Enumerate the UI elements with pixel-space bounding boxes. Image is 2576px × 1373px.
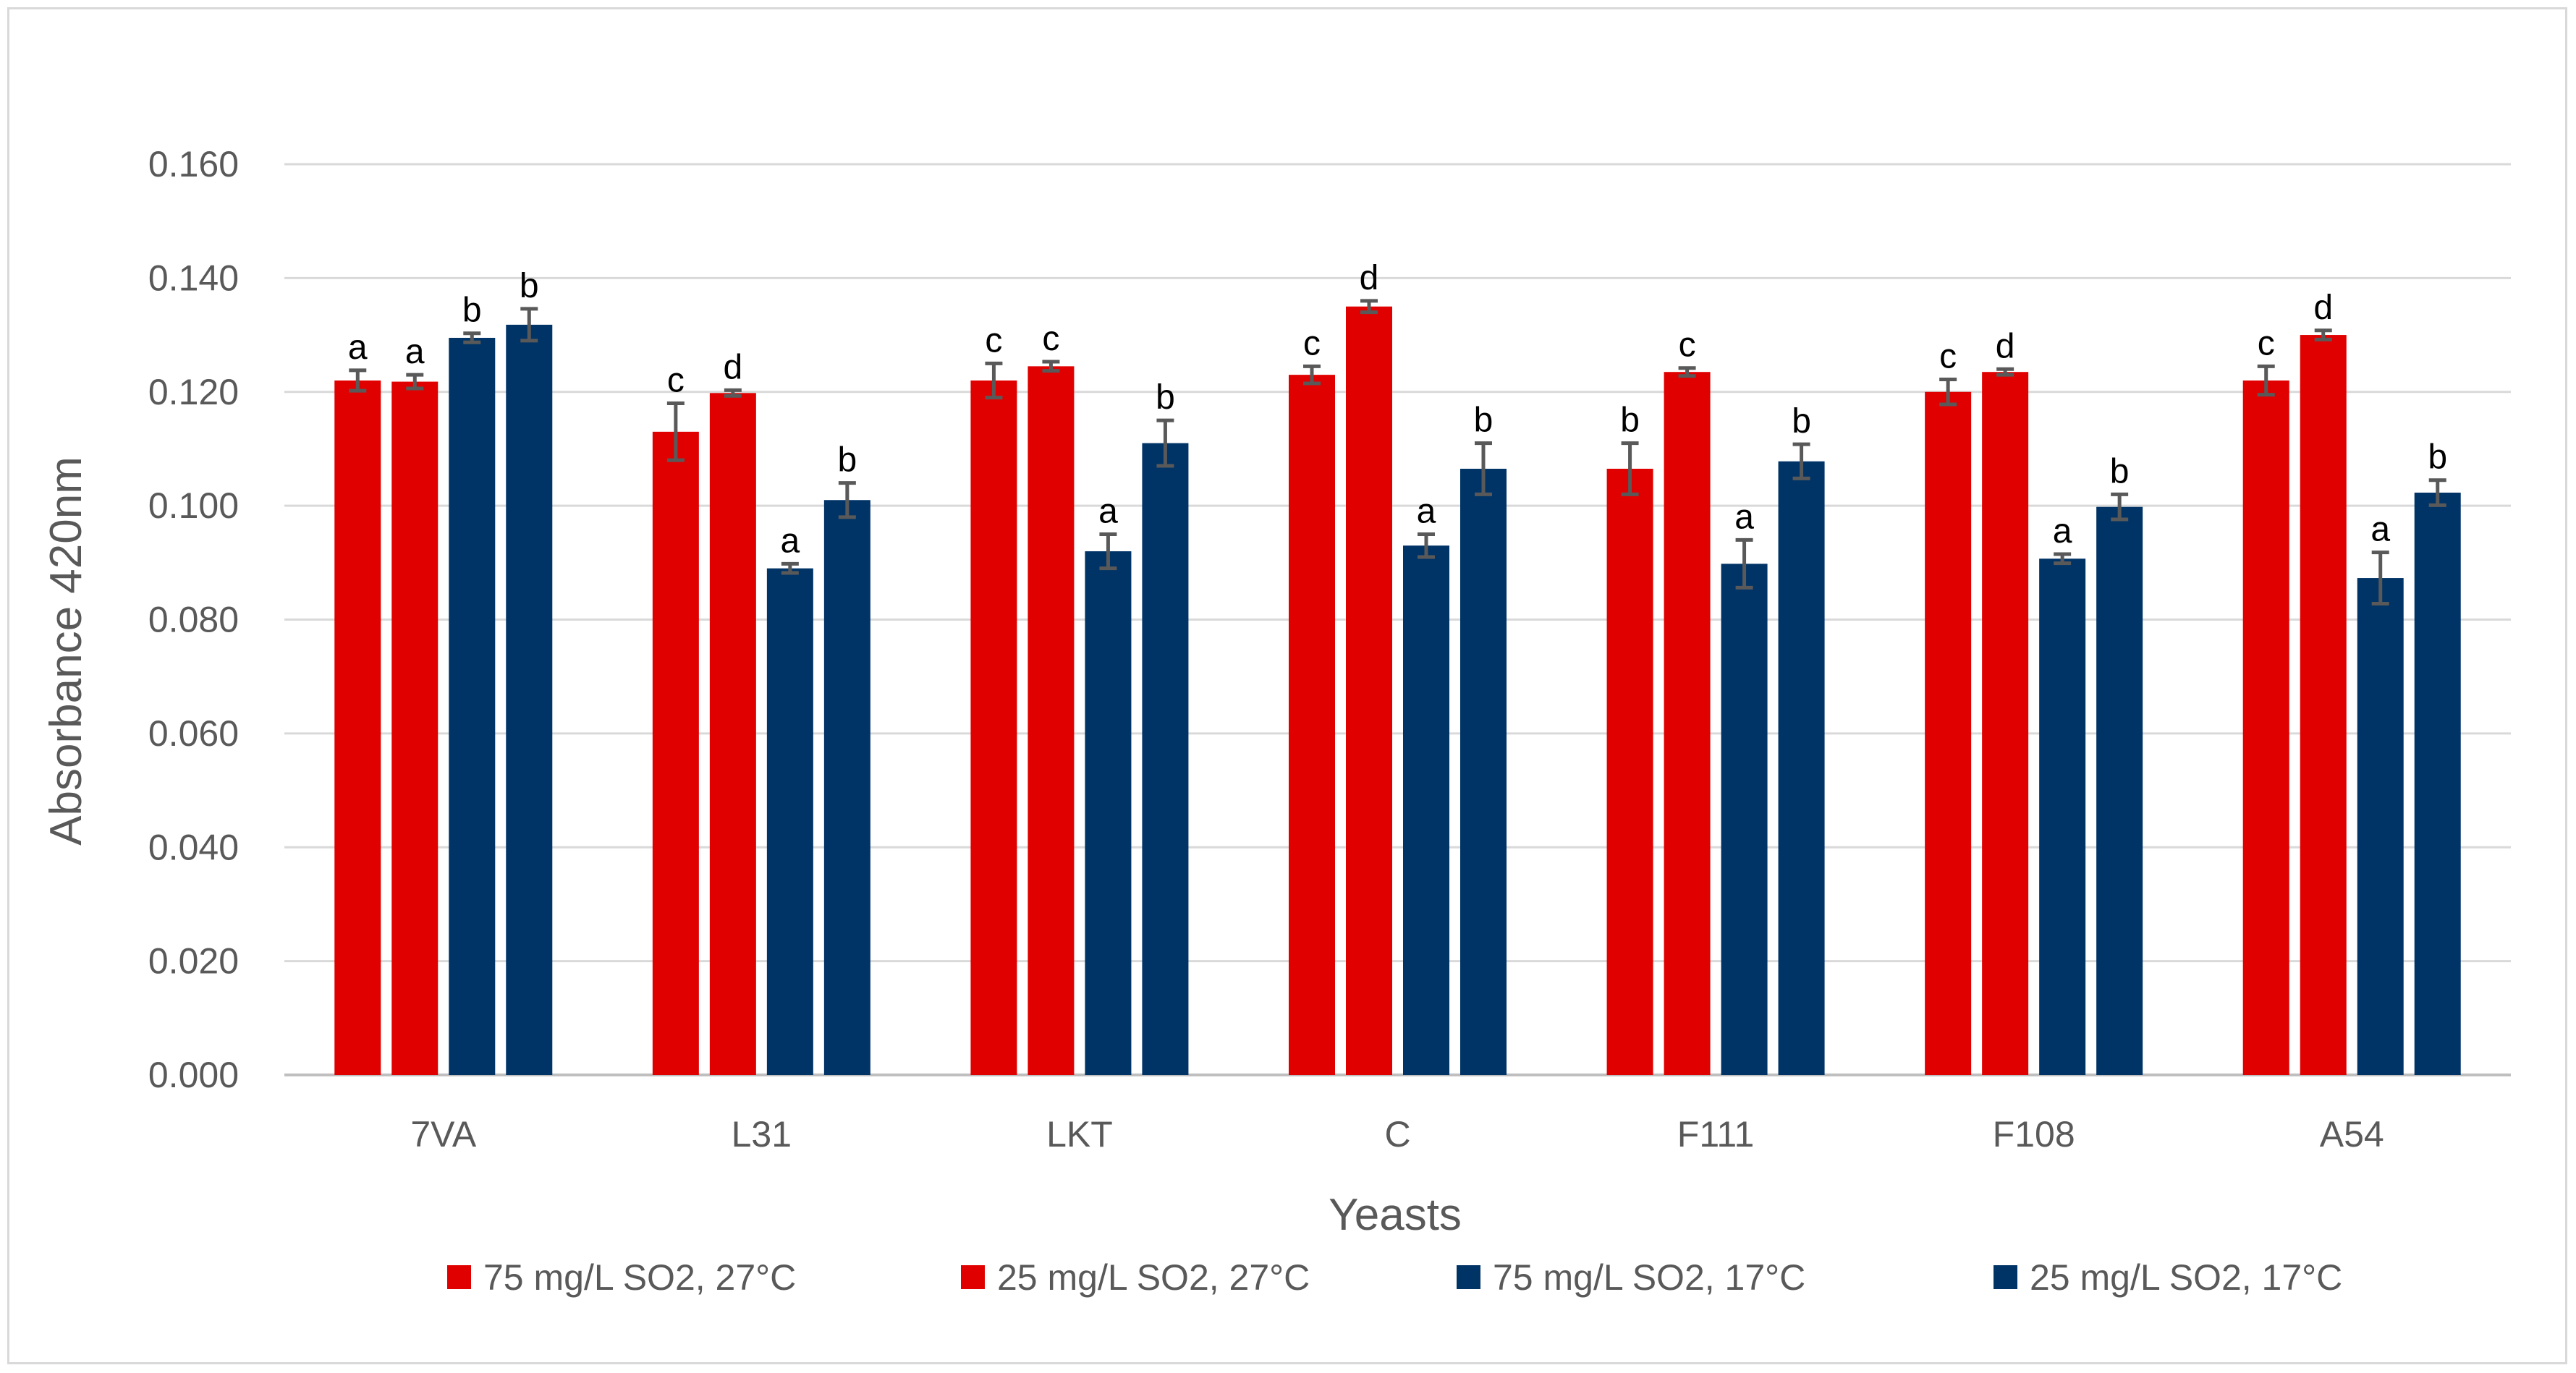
legend-swatch — [961, 1265, 985, 1289]
significance-label-A54-series-1: c — [2258, 324, 2275, 362]
bar-7VA-series-4 — [506, 324, 553, 1076]
bar-LKT-series-4 — [1142, 443, 1189, 1075]
legend-label: 25 mg/L SO2, 27°C — [997, 1257, 1310, 1298]
bar-L31-series-2 — [709, 393, 756, 1075]
significance-label-A54-series-2: d — [2313, 289, 2333, 327]
y-tick-label: 0.100 — [148, 485, 239, 526]
y-tick-label: 0.000 — [148, 1055, 239, 1095]
bar-7VA-series-3 — [449, 337, 496, 1075]
significance-label-F108-series-2: d — [1996, 327, 2015, 365]
significance-label-7VA-series-3: b — [462, 292, 482, 330]
y-axis-title: Absorbance 420nm — [41, 456, 91, 846]
bar-F108-series-3 — [2039, 558, 2086, 1075]
significance-label-C-series-4: b — [1474, 401, 1494, 440]
significance-label-7VA-series-2: a — [405, 333, 425, 371]
bar-F111-series-3 — [1721, 564, 1768, 1075]
y-tick-label: 0.120 — [148, 372, 239, 412]
y-tick-labels: 0.000 0.020 0.040 0.060 0.080 0.100 0.120 0.140… — [148, 144, 239, 1095]
y-tick-label: 0.140 — [148, 258, 239, 298]
bar-C-series-2 — [1346, 306, 1392, 1075]
significance-label-A54-series-3: a — [2370, 511, 2390, 549]
bar-F111-series-4 — [1778, 461, 1825, 1075]
bar-F108-series-4 — [2096, 506, 2143, 1075]
error-bars — [349, 299, 2446, 605]
x-tick-label-F108: F108 — [1993, 1114, 2075, 1155]
gridlines — [284, 163, 2511, 1076]
legend-item-3: 75 mg/L SO2, 17°C — [1457, 1257, 1805, 1298]
bar-A54-series-1 — [2242, 381, 2289, 1075]
legend-label: 75 mg/L SO2, 27°C — [483, 1257, 796, 1298]
significance-label-L31-series-4: b — [838, 441, 857, 480]
significance-label-F111-series-1: b — [1620, 401, 1640, 440]
bar-F111-series-2 — [1664, 372, 1711, 1075]
significance-label-F111-series-3: a — [1734, 498, 1754, 536]
bar-F108-series-1 — [1925, 391, 1972, 1075]
x-tick-label-L31: L31 — [732, 1114, 792, 1155]
significance-label-7VA-series-4: b — [520, 267, 539, 305]
legend-label: 25 mg/L SO2, 17°C — [2030, 1257, 2342, 1298]
x-tick-label-LKT: LKT — [1046, 1114, 1113, 1155]
bar-C-series-1 — [1289, 375, 1335, 1075]
x-tick-label-7VA: 7VA — [410, 1114, 476, 1155]
significance-label-LKT-series-1: c — [985, 321, 1002, 360]
significance-label-7VA-series-1: a — [348, 328, 368, 367]
bar-LKT-series-2 — [1028, 366, 1075, 1075]
y-tick-label: 0.080 — [148, 600, 239, 640]
bar-LKT-series-1 — [970, 381, 1017, 1075]
bar-7VA-series-1 — [334, 381, 381, 1075]
bar-A54-series-4 — [2414, 493, 2461, 1075]
significance-label-C-series-2: d — [1360, 259, 1379, 297]
x-axis-title: Yeasts — [1329, 1190, 1462, 1240]
legend-swatch — [447, 1265, 471, 1289]
significance-label-C-series-1: c — [1303, 324, 1321, 362]
significance-label-L31-series-3: a — [781, 522, 800, 560]
significance-label-F108-series-4: b — [2110, 452, 2130, 490]
significance-label-A54-series-4: b — [2428, 438, 2447, 477]
y-tick-label: 0.160 — [148, 144, 239, 184]
y-tick-label: 0.020 — [148, 941, 239, 982]
bars — [334, 306, 2461, 1076]
bar-C-series-3 — [1403, 545, 1449, 1075]
chart-frame — [7, 7, 2567, 1364]
legend-item-2: 25 mg/L SO2, 27°C — [961, 1257, 1310, 1298]
significance-label-LKT-series-4: b — [1156, 378, 1175, 417]
bar-F108-series-2 — [1982, 372, 2029, 1075]
x-tick-label-A54: A54 — [2320, 1114, 2384, 1155]
significance-label-LKT-series-3: a — [1098, 492, 1118, 530]
significance-label-C-series-3: a — [1417, 492, 1436, 530]
significance-label-F108-series-3: a — [2053, 512, 2072, 551]
significance-label-F111-series-2: c — [1679, 326, 1696, 365]
significance-label-L31-series-2: d — [724, 348, 743, 386]
significance-label-F108-series-1: c — [1939, 337, 1957, 375]
y-tick-label: 0.060 — [148, 713, 239, 754]
legend-item-4: 25 mg/L SO2, 17°C — [1994, 1257, 2342, 1298]
bar-A54-series-3 — [2357, 578, 2404, 1075]
significance-label-F111-series-4: b — [1792, 402, 1811, 441]
x-tick-label-F111: F111 — [1677, 1114, 1755, 1155]
x-tick-labels: 7VA L31 LKT C F111 F108 A54 — [410, 1114, 2384, 1155]
y-tick-label: 0.040 — [148, 827, 239, 867]
significance-label-LKT-series-2: c — [1042, 320, 1059, 358]
significance-label-L31-series-1: c — [667, 361, 685, 399]
bar-LKT-series-3 — [1085, 551, 1132, 1075]
legend: 75 mg/L SO2, 27°C 25 mg/L SO2, 27°C 75 mg/… — [447, 1257, 2342, 1298]
bar-L31-series-1 — [652, 431, 699, 1075]
legend-swatch — [1457, 1265, 1480, 1289]
bar-L31-series-3 — [766, 568, 813, 1075]
x-tick-label-C: C — [1384, 1114, 1410, 1155]
bar-A54-series-2 — [2300, 335, 2347, 1075]
bar-L31-series-4 — [823, 500, 870, 1075]
bar-7VA-series-2 — [391, 381, 438, 1075]
legend-item-1: 75 mg/L SO2, 27°C — [447, 1257, 796, 1298]
legend-label: 75 mg/L SO2, 17°C — [1493, 1257, 1805, 1298]
legend-swatch — [1994, 1265, 2017, 1289]
bar-F111-series-1 — [1606, 468, 1653, 1075]
bar-C-series-4 — [1460, 468, 1507, 1075]
